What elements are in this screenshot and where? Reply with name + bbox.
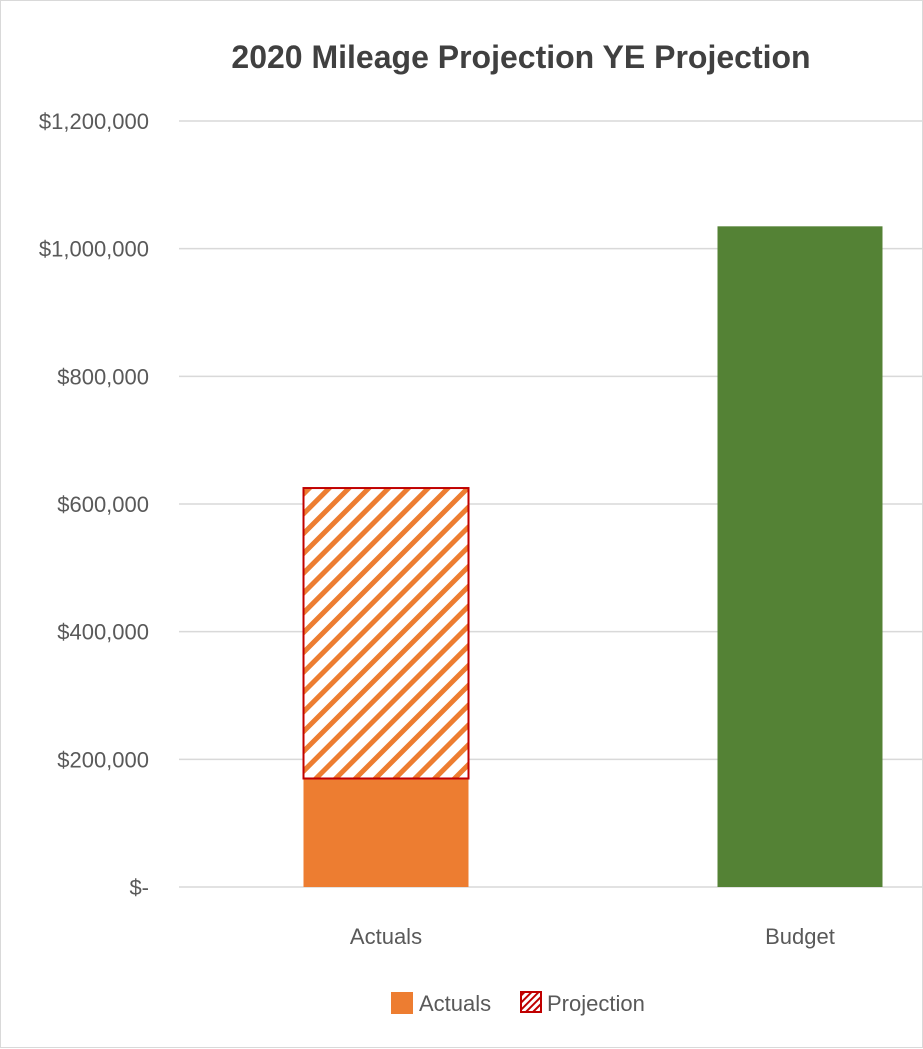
legend-label-projection: Projection bbox=[547, 991, 645, 1016]
legend-label-actuals: Actuals bbox=[419, 991, 491, 1016]
x-category-label: Actuals bbox=[350, 924, 422, 949]
x-category-label: Budget bbox=[765, 924, 835, 949]
bar-actuals-projection bbox=[302, 487, 470, 780]
y-tick-label: $800,000 bbox=[57, 364, 149, 389]
chart-title: 2020 Mileage Projection YE Projection bbox=[231, 39, 810, 75]
bar-actuals-actuals bbox=[303, 778, 469, 887]
legend-swatch-actuals bbox=[391, 992, 413, 1014]
y-tick-label: $1,000,000 bbox=[39, 237, 149, 262]
y-tick-label: $400,000 bbox=[57, 620, 149, 645]
bar-budget bbox=[717, 226, 883, 887]
y-tick-label: $600,000 bbox=[57, 492, 149, 517]
y-tick-label: $200,000 bbox=[57, 747, 149, 772]
y-tick-label: $1,200,000 bbox=[39, 109, 149, 134]
legend-swatch-projection bbox=[520, 991, 542, 1013]
y-tick-label: $- bbox=[129, 875, 149, 900]
